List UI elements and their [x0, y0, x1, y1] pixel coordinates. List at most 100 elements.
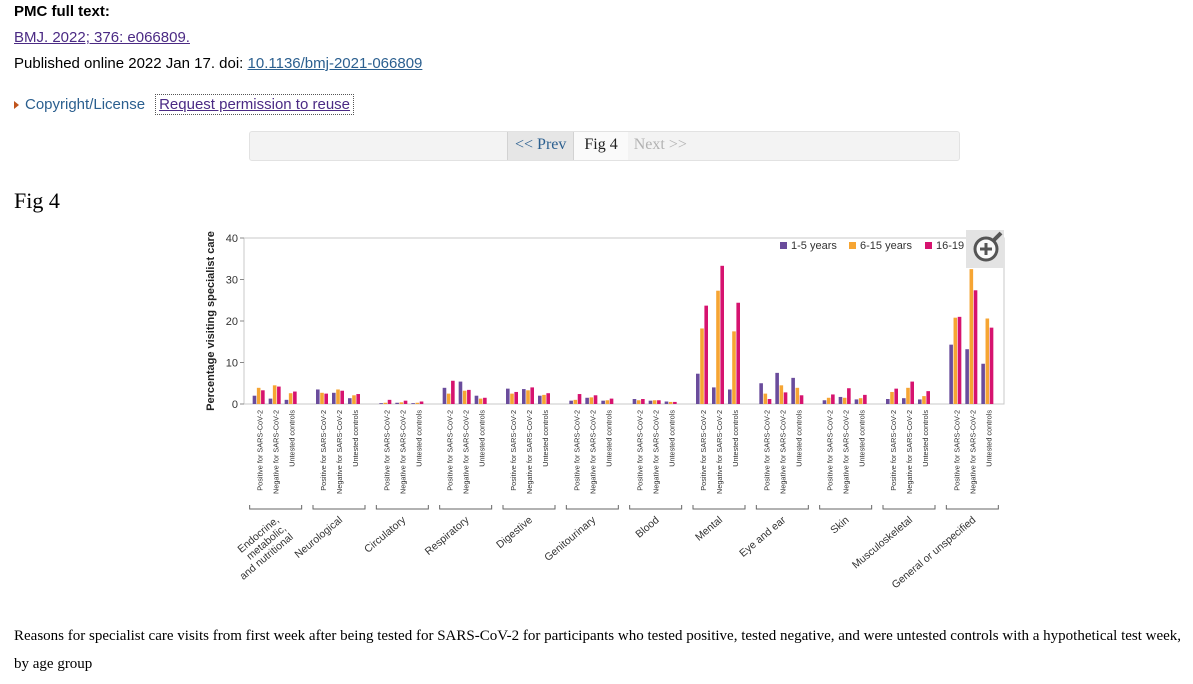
- bar: [763, 393, 768, 404]
- bar: [902, 398, 906, 404]
- subgroup-tick-label: Positive for SARS-CoV-2: [826, 410, 835, 491]
- subgroup-tick-label: Negative for SARS-CoV-2: [272, 410, 281, 494]
- figure-caption: Reasons for specialist care visits from …: [14, 628, 1182, 672]
- bar: [605, 400, 610, 404]
- bar: [284, 399, 289, 404]
- bar: [415, 402, 420, 404]
- category-bracket: [312, 505, 366, 510]
- bar: [906, 387, 910, 404]
- expand-triangle-icon[interactable]: [14, 100, 19, 109]
- bar: [589, 397, 594, 404]
- category-label-line: Eye and ear: [737, 514, 788, 560]
- bar: [277, 386, 281, 404]
- subgroup-tick-label: Negative for SARS-CoV-2: [842, 410, 851, 494]
- bar: [985, 318, 990, 404]
- category-label-line: Musculoskeletal: [850, 514, 915, 571]
- copyright-license-link[interactable]: Copyright/License: [25, 96, 146, 113]
- bar: [636, 400, 641, 404]
- bar: [831, 394, 835, 404]
- category-bracket: [945, 505, 999, 510]
- bar: [458, 381, 463, 404]
- bar: [704, 305, 708, 404]
- subgroup-tick-label: Positive for SARS-CoV-2: [256, 410, 265, 491]
- request-permission-link[interactable]: Request permission to reuse: [155, 94, 355, 115]
- subgroup-tick-label: Positive for SARS-CoV-2: [572, 410, 581, 491]
- category-label-line: Genitourinary: [542, 514, 599, 564]
- bar: [886, 399, 890, 404]
- next-figure-button[interactable]: Next >>: [633, 136, 687, 153]
- bar: [973, 290, 978, 404]
- bar: [632, 399, 637, 404]
- pmc-full-text-label: PMC full text:: [14, 3, 110, 20]
- category-bracket: [249, 505, 303, 510]
- category-bracket: [882, 505, 936, 510]
- category-label: Musculoskeletal: [850, 514, 915, 571]
- bar: [795, 387, 800, 404]
- bar: [720, 265, 724, 404]
- bar: [668, 401, 673, 404]
- prev-figure-button[interactable]: << Prev: [507, 132, 575, 160]
- bar: [573, 399, 578, 404]
- category-bracket: [565, 505, 619, 510]
- bar: [854, 399, 859, 404]
- doi-link[interactable]: 10.1136/bmj-2021-066809: [247, 55, 423, 72]
- subgroup-tick-label: Untested controls: [604, 410, 613, 467]
- category-bracket: [819, 505, 873, 510]
- subgroup-tick-label: Negative for SARS-CoV-2: [778, 410, 787, 494]
- bar: [918, 399, 922, 404]
- legend-swatch: [849, 242, 856, 249]
- subgroup-tick-label: Negative for SARS-CoV-2: [398, 410, 407, 494]
- subgroup-tick-label: Negative for SARS-CoV-2: [905, 410, 914, 494]
- bar: [732, 331, 736, 404]
- bar: [673, 401, 677, 404]
- y-tick-label: 0: [232, 399, 238, 411]
- legend-swatch: [925, 242, 932, 249]
- zoom-in-button[interactable]: [966, 230, 1004, 268]
- bar: [712, 387, 716, 404]
- bar: [379, 403, 383, 404]
- bar: [716, 290, 720, 404]
- current-figure-label: Fig 4: [574, 132, 628, 160]
- bar: [775, 372, 779, 404]
- bar: [506, 388, 510, 404]
- category-label: Circulatory: [362, 514, 409, 556]
- bar: [288, 393, 293, 404]
- citation-link[interactable]: BMJ. 2022; 376: e066809.: [14, 29, 190, 46]
- figure-navigation-bar: << Prev Fig 4 Next >>: [249, 131, 960, 161]
- bar: [316, 389, 320, 404]
- bar: [542, 394, 546, 404]
- category-label-line: Blood: [633, 514, 661, 541]
- y-tick-label: 40: [226, 233, 238, 245]
- subgroup-tick-label: Positive for SARS-CoV-2: [952, 410, 961, 491]
- y-tick-label: 30: [226, 275, 238, 287]
- bar: [546, 393, 550, 404]
- category-label: Skin: [828, 514, 851, 536]
- bar: [953, 317, 958, 404]
- bar: [403, 400, 408, 404]
- subgroup-tick-label: Untested controls: [414, 410, 423, 467]
- bar: [522, 389, 526, 404]
- published-line: Published online 2022 Jan 17. doi: 10.11…: [14, 55, 422, 72]
- subgroup-tick-label: Negative for SARS-CoV-2: [968, 410, 977, 494]
- bar: [657, 400, 661, 404]
- bar: [442, 387, 447, 404]
- figure-heading: Fig 4: [14, 188, 60, 213]
- bar: [467, 389, 471, 404]
- category-label-line: Mental: [693, 514, 725, 543]
- bar: [569, 400, 573, 404]
- subgroup-tick-label: Negative for SARS-CoV-2: [715, 410, 724, 494]
- category-label-line: Circulatory: [362, 514, 409, 556]
- bar: [252, 395, 257, 404]
- bar: [483, 397, 487, 404]
- bar: [478, 398, 483, 404]
- bar: [799, 395, 804, 404]
- bar-chart: 0 10 20 30 40 Percentage visiting specialist …: [205, 231, 1005, 591]
- bar: [530, 387, 534, 404]
- subgroup-tick-label: Negative for SARS-CoV-2: [588, 410, 597, 494]
- category-bracket: [439, 505, 493, 510]
- legend-swatch: [780, 242, 787, 249]
- subgroup-tick-label: Negative for SARS-CoV-2: [652, 410, 661, 494]
- subgroup-tick-label: Untested controls: [541, 410, 550, 467]
- category-bracket: [755, 505, 809, 510]
- category-label-line: Respiratory: [423, 514, 472, 558]
